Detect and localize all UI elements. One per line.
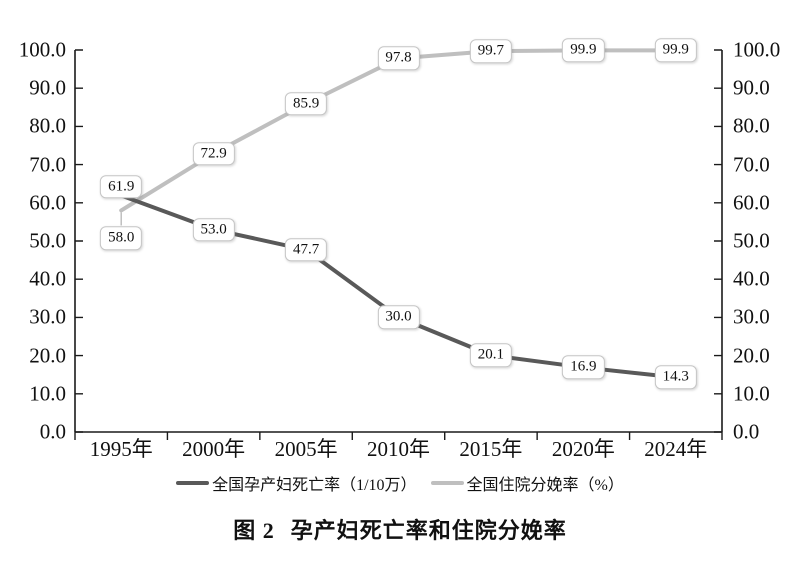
axis-ticks (74, 49, 723, 440)
axis-lines (74, 50, 723, 433)
figure-caption-label: 图 2 (233, 518, 275, 543)
legend-line-swatch (176, 481, 210, 485)
legend-item-1: 全国住院分娩率（%） (430, 471, 624, 495)
legend-label: 全国住院分娩率（%） (466, 477, 624, 494)
legend-label: 全国孕产妇死亡率（1/10万） (212, 477, 417, 494)
series-line-0 (119, 193, 678, 380)
series-line-1 (119, 48, 678, 213)
legend-line-swatch (430, 481, 464, 485)
figure-caption-title: 孕产妇死亡率和住院分娩率 (290, 518, 567, 543)
figure-caption: 图 2 孕产妇死亡率和住院分娩率 (0, 513, 800, 545)
legend-item-0: 全国孕产妇死亡率（1/10万） (176, 471, 417, 495)
legend: 全国孕产妇死亡率（1/10万） 全国住院分娩率（%） (0, 471, 800, 495)
